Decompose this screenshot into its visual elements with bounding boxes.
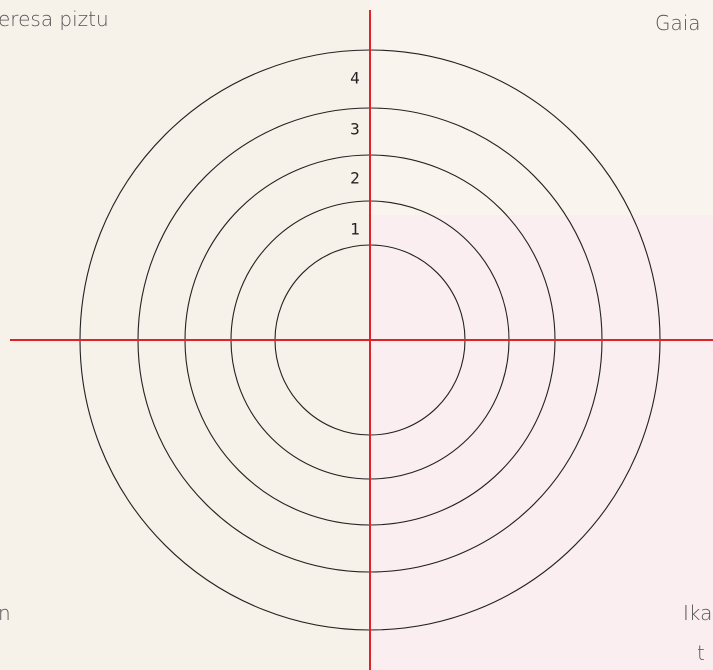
- ring-label: 1: [350, 220, 360, 239]
- target-diagram: 1 2 3 4 eresa piztu Gaia n Ika t: [0, 0, 713, 670]
- corner-label: n: [0, 601, 11, 625]
- corner-label: t: [697, 641, 705, 665]
- ring-label: 4: [350, 69, 360, 88]
- ring-label: 3: [350, 120, 360, 139]
- corner-label: Gaia: [655, 11, 701, 35]
- background-right: [370, 215, 713, 670]
- corner-label: eresa piztu: [0, 7, 109, 31]
- corner-label: Ika: [683, 601, 712, 625]
- ring-label: 2: [350, 169, 360, 188]
